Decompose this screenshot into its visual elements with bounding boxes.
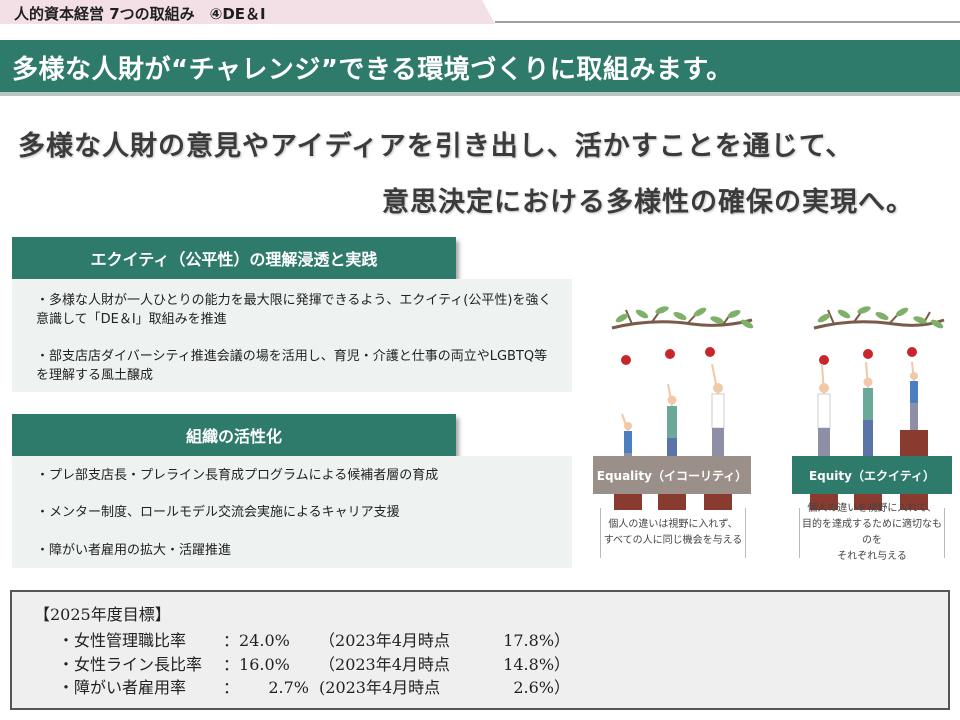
equality-caption-line-1: 個人の違いは視野に入れず、 [608,519,738,530]
target-value: 24.0% [239,631,290,650]
banner: 多様な人財が“チャレンジ”できる環境づくりに取組みます。 [0,40,960,96]
header-tab-background [0,0,495,24]
target-ref: （2023年4月時点 [319,655,450,674]
section-body-organization: ・プレ部支店長・プレライン長育成プログラムによる候補者層の育成 ・メンター制度、… [12,456,572,568]
list-item: ・プレ部支店長・プレライン長育成プログラムによる候補者層の育成 [36,468,439,483]
target-separator: ： [223,631,240,650]
target-row: ・障がい者雇用率 ： 2.7% (2023年4月時点 2.6%） [58,674,574,698]
target-ref-value: 14.8% [503,655,555,674]
target-ref-value: 2.6% [513,678,555,697]
target-label: ・障がい者雇用率 [58,678,187,697]
target-ref: (2023年4月時点 [319,678,441,697]
left-branch-icon [611,306,754,365]
target-separator: ： [223,655,240,674]
list-item: ・部支店店ダイバーシティ推進会議の場を活用し、育児・介護と仕事の両立やLGBTQ… [36,349,548,383]
target-label: ・女性管理職比率 [58,631,187,650]
list-item: ・障がい者雇用の拡大・活躍推進 [36,543,232,558]
targets-title: 【2025年度目標】 [34,605,171,624]
target-separator: ： [223,678,240,697]
target-value: 16.0% [239,655,290,674]
target-label: ・女性ライン長比率 [58,655,203,674]
target-value: 2.7% [268,678,310,697]
section-heading-organization: 組織の活性化 [12,414,456,456]
target-ref-value: 17.8% [503,631,555,650]
equity-caption-line-1: 個人の違いを視野に入れて、 [807,503,937,514]
target-close: ） [554,631,571,650]
target-ref: （2023年4月時点 [319,631,450,650]
headline-line-2: 意思決定における多様性の確保の実現へ。 [382,187,914,218]
target-close: ） [554,678,571,697]
target-row: ・女性ライン長比率 ：16.0% （2023年4月時点 14.8%） [58,651,574,675]
header-divider [495,21,960,23]
list-item: ・多様な人財が一人ひとりの能力を最大限に発揮できるよう、エクイティ(公平性)を強… [36,293,552,327]
target-row: ・女性管理職比率 ：24.0% （2023年4月時点 17.8%） [58,627,574,651]
equity-caption: 個人の違いを視野に入れて、 目的を達成するために適切なものを それぞれ与える [799,503,945,562]
banner-text: 多様な人財が“チャレンジ”できる環境づくりに取組みます。 [12,55,733,85]
header-tab: 人的資本経営 7つの取組み ④DE＆I [0,0,960,26]
equality-label: Equality（イコーリティ） [593,456,751,494]
targets-box: 【2025年度目標】 ・女性管理職比率 ：24.0% （2023年4月時点 17.8%… [10,590,950,710]
equality-caption-line-2: すべての人に同じ機会を与える [603,535,743,546]
list-item: ・メンター制度、ロールモデル交流会実施によるキャリア支援 [36,505,400,520]
target-close: ） [554,655,571,674]
headline-line-1: 多様な人財の意見やアイディアを引き出し、活かすことを通じて、 [18,131,854,162]
equity-caption-line-2: 目的を達成するために適切なものを [802,519,942,546]
section-body-equity: ・多様な人財が一人ひとりの能力を最大限に発揮できるよう、エクイティ(公平性)を強… [12,279,572,392]
section-heading-equity: エクイティ（公平性）の理解浸透と実践 [12,237,456,279]
right-branch-icon [813,306,945,365]
equity-label: Equity（エクイティ） [792,456,952,494]
equity-caption-line-3: それぞれ与える [837,551,907,562]
banner-shadow [0,92,960,96]
header-title: 人的資本経営 7つの取組み ④DE＆I [14,5,266,23]
equality-caption: 個人の違いは視野に入れず、 すべての人に同じ機会を与える [600,508,746,558]
people-equity-icon [817,361,918,480]
